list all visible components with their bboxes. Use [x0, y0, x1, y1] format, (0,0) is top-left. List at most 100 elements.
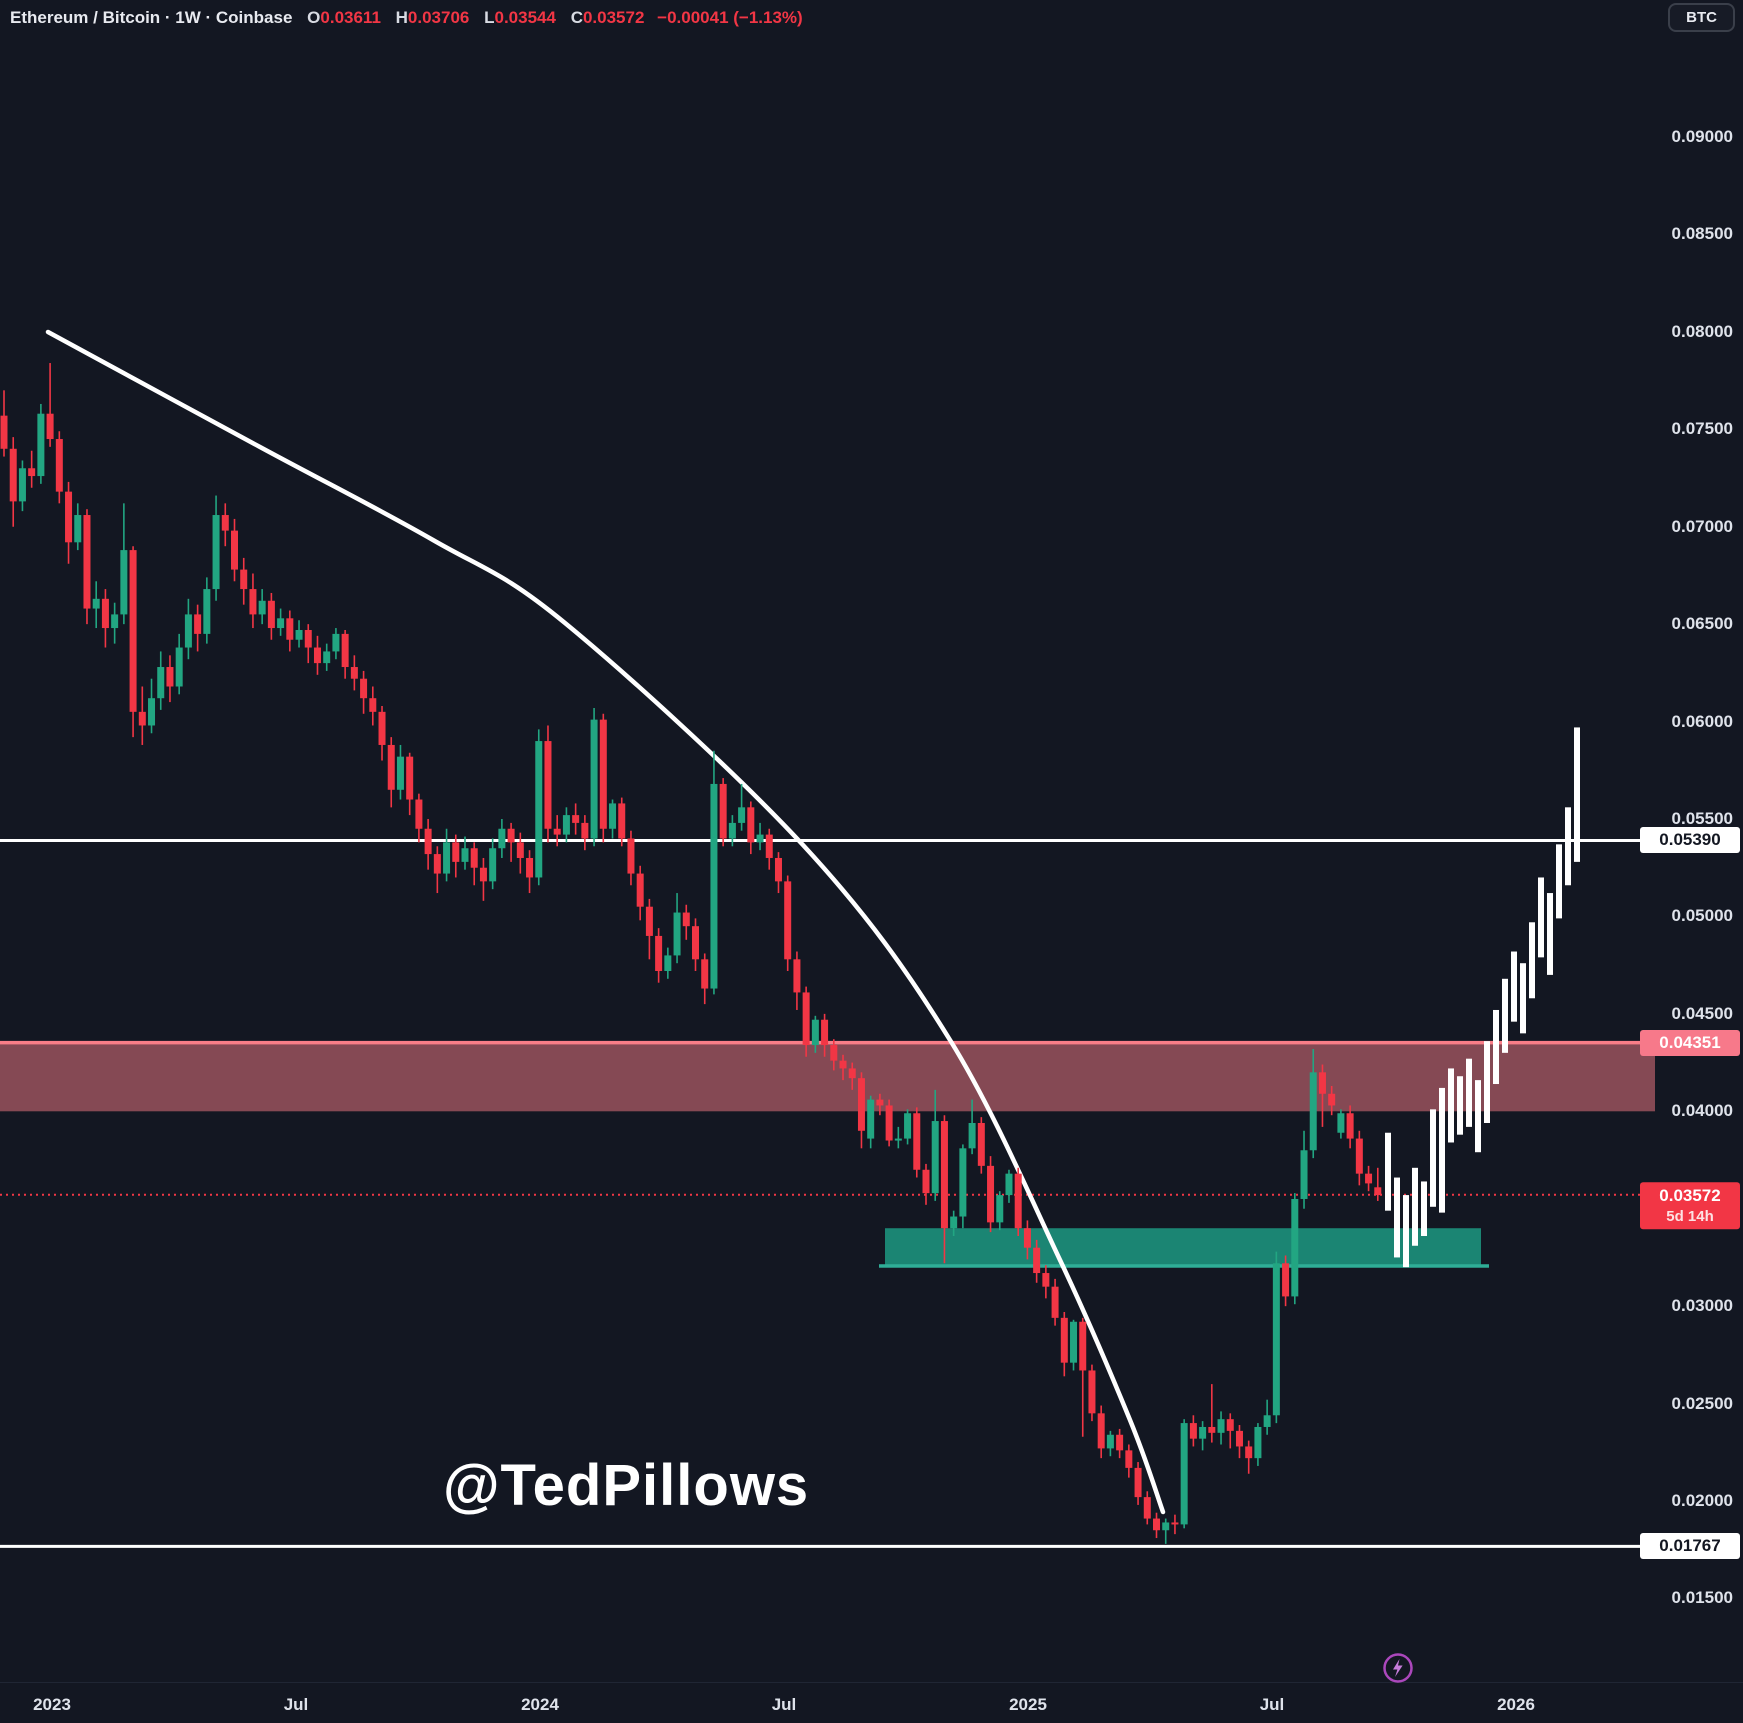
candle-body — [562, 815, 570, 835]
candle-body — [747, 807, 755, 843]
price-axis-label: 0.02000 — [1671, 1491, 1733, 1511]
candle-body — [55, 439, 63, 492]
candle-body — [37, 413, 45, 477]
projected-bar — [1385, 1132, 1391, 1211]
candle-body — [157, 667, 165, 699]
candle-body — [406, 756, 414, 800]
candle-body — [516, 842, 524, 858]
candle-body — [74, 515, 82, 543]
projected-bar — [1529, 922, 1535, 999]
currency-toggle-button[interactable]: BTC — [1668, 3, 1735, 32]
candle-body — [627, 838, 635, 874]
candle-body — [323, 651, 331, 664]
candle-body — [221, 515, 229, 531]
projected-bar — [1538, 877, 1544, 958]
projected-bar — [1475, 1080, 1481, 1153]
projected-bar — [1394, 1177, 1400, 1258]
low-label: L — [484, 8, 495, 27]
time-axis-label-Jul: Jul — [283, 1695, 309, 1714]
price-axis-label: 0.02500 — [1671, 1393, 1733, 1413]
candle-body — [65, 491, 73, 543]
candle-body — [1291, 1198, 1299, 1297]
candle-body — [987, 1165, 995, 1223]
projected-bar — [1493, 1009, 1499, 1085]
lightning-bolt — [1393, 1659, 1403, 1677]
candle-body — [959, 1148, 967, 1217]
candle-body — [1060, 1317, 1068, 1363]
candle-body — [774, 857, 782, 882]
price-tag-0.04351: 0.04351 — [1640, 1029, 1740, 1056]
price-axis-label: 0.06000 — [1671, 711, 1733, 731]
price-axis-label: 0.08000 — [1671, 321, 1733, 341]
candle-body — [175, 647, 183, 687]
projected-bar — [1412, 1167, 1418, 1246]
lightning-icon[interactable] — [1381, 1651, 1415, 1685]
candle-body — [996, 1195, 1004, 1223]
projected-bar — [1511, 951, 1517, 1022]
candle-body — [1355, 1138, 1363, 1174]
time-axis-label-2026: 2026 — [1497, 1695, 1535, 1714]
candle-body — [360, 678, 368, 699]
high-value: 0.03706 — [407, 8, 470, 27]
candle-body — [894, 1138, 902, 1141]
candle-body — [101, 598, 109, 629]
candle-body — [0, 415, 8, 449]
candle-body — [1079, 1321, 1087, 1371]
candle-body — [1014, 1173, 1022, 1229]
candle-body — [341, 633, 349, 668]
price-axis-label: 0.04500 — [1671, 1003, 1733, 1023]
candle-body — [1033, 1247, 1041, 1274]
candle-body — [1106, 1434, 1114, 1449]
candle-body — [1070, 1321, 1078, 1363]
candle-body — [1042, 1273, 1050, 1287]
candle-body — [120, 550, 128, 615]
candle-body — [618, 803, 626, 839]
candle-body — [765, 834, 773, 858]
candle-body — [277, 618, 285, 629]
price-axis-label: 0.05000 — [1671, 906, 1733, 926]
candle-body — [18, 468, 26, 502]
candle-body — [645, 906, 653, 936]
candle-body — [452, 842, 460, 862]
candle-body — [876, 1099, 884, 1106]
candle-body — [719, 783, 727, 839]
candle-body — [673, 912, 681, 956]
price-tag-0.03572: 0.03572 5d 14h — [1640, 1181, 1740, 1230]
open-value: 0.03611 — [320, 8, 381, 27]
lightning-circle — [1383, 1653, 1413, 1683]
candle-body — [839, 1060, 847, 1069]
time-axis-label-Jul: Jul — [1259, 1695, 1285, 1714]
candle-body — [1217, 1419, 1225, 1433]
candle-body — [1337, 1113, 1345, 1133]
projected-bar — [1466, 1058, 1472, 1127]
candle-body — [295, 629, 303, 640]
candle-body — [267, 600, 275, 629]
candle-body — [977, 1122, 985, 1166]
candle-body — [885, 1105, 893, 1141]
candle-body — [1328, 1093, 1336, 1106]
candle-body — [821, 1019, 829, 1046]
projected-bar — [1565, 807, 1571, 886]
candle-body — [553, 828, 561, 835]
price-axis-label: 0.01500 — [1671, 1588, 1733, 1608]
projected-bar — [1502, 978, 1508, 1053]
candle-body — [1097, 1413, 1105, 1449]
supply-zone — [0, 1042, 1655, 1112]
projected-bar — [1430, 1109, 1436, 1207]
candle-body — [867, 1099, 875, 1139]
candle-body — [904, 1113, 912, 1139]
symbol-title[interactable]: Ethereum / Bitcoin · 1W · Coinbase — [10, 8, 293, 27]
candle-body — [692, 926, 699, 960]
price-tag-0.05390: 0.05390 — [1640, 827, 1740, 854]
candle-body — [756, 834, 764, 843]
candle-body — [1171, 1522, 1179, 1525]
candle-body — [728, 822, 736, 839]
candle-body — [701, 959, 709, 989]
candle-body — [1374, 1187, 1382, 1196]
candle-body — [968, 1122, 976, 1149]
candle-body — [184, 614, 192, 648]
price-axis-label: 0.07000 — [1671, 516, 1733, 536]
candle-body — [1365, 1173, 1373, 1184]
price-axis-label: 0.06500 — [1671, 614, 1733, 634]
